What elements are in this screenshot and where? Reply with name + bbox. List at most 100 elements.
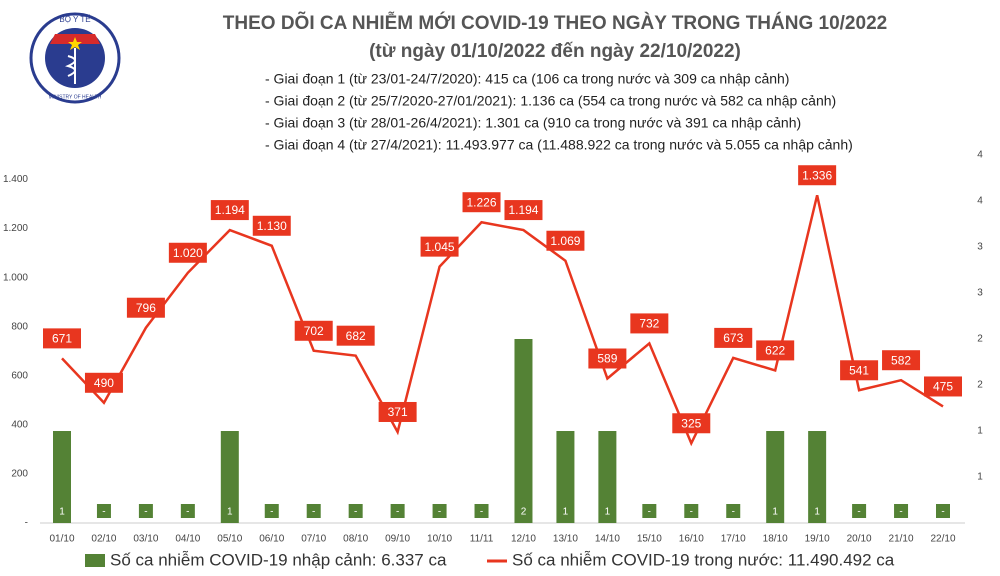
- line-value-label: 325: [681, 416, 701, 430]
- y2-tick-label: 4: [977, 196, 983, 207]
- y-tick-label: 800: [11, 321, 28, 332]
- bar-value-label: 1: [605, 507, 611, 518]
- line-value-label: 1.226: [467, 195, 497, 209]
- y-tick-label: 200: [11, 469, 28, 480]
- x-tick-label: 18/10: [763, 534, 788, 545]
- bar-label-bg: [936, 504, 950, 518]
- bar-label-bg: [138, 504, 153, 518]
- x-tick-label: 15/10: [637, 534, 662, 545]
- bar-value-label: 1: [227, 507, 233, 518]
- bar-label-bg: [432, 504, 447, 518]
- line-value-label: 490: [94, 376, 114, 390]
- bar-value-label: -: [648, 507, 651, 518]
- bar-value-label: -: [480, 507, 483, 518]
- logo: BỘ Y TẾ MINISTRY OF HEALTH: [29, 12, 121, 104]
- y2-tick-label: 3: [977, 242, 983, 253]
- line-label-bg: [378, 401, 417, 422]
- x-tick-label: 16/10: [679, 534, 704, 545]
- note: - Giai đoạn 3 (từ 28/01-26/4/2021): 1.30…: [265, 115, 801, 131]
- bar-label-bg: [516, 504, 531, 518]
- x-tick-label: 22/10: [930, 534, 955, 545]
- bar-label-bg: [852, 504, 867, 518]
- subtitle: (từ ngày 01/10/2022 đến ngày 22/10/2022): [369, 41, 741, 62]
- logo-bottom: MINISTRY OF HEALTH: [49, 94, 102, 100]
- legend-swatch: [85, 554, 105, 567]
- bar-value-label: 1: [59, 507, 65, 518]
- x-tick-label: 19/10: [805, 534, 830, 545]
- x-tick-label: 10/10: [427, 534, 452, 545]
- bar-value-label: -: [899, 507, 902, 518]
- bar-label-bg: [894, 504, 909, 518]
- y-tick-label: 1.200: [3, 223, 28, 234]
- line-value-label: 589: [597, 352, 617, 366]
- bar-label-bg: [390, 504, 405, 518]
- x-tick-label: 17/10: [721, 534, 746, 545]
- line-value-label: 1.045: [425, 240, 455, 254]
- bar-value-label: 2: [521, 507, 527, 518]
- line-value-label: 582: [891, 353, 911, 367]
- bar-value-label: -: [690, 507, 693, 518]
- bar: [766, 431, 785, 523]
- bar-value-label: -: [102, 507, 105, 518]
- line-value-label: 732: [639, 317, 659, 331]
- bar: [220, 431, 239, 523]
- bar-label-bg: [96, 504, 111, 518]
- bar-label-bg: [222, 504, 237, 518]
- bar: [514, 339, 533, 523]
- line-value-label: 371: [388, 405, 408, 419]
- line-label-bg: [840, 360, 879, 381]
- line-value-label: 1.194: [508, 203, 538, 217]
- bar-label-bg: [474, 504, 489, 518]
- bar-label-bg: [600, 504, 615, 518]
- x-tick-label: 01/10: [49, 534, 74, 545]
- x-tick-label: 05/10: [217, 534, 242, 545]
- bar-label-bg: [768, 504, 783, 518]
- bar-label-bg: [642, 504, 657, 518]
- line-value-label: 1.069: [550, 234, 580, 248]
- line: [61, 194, 944, 447]
- line-value-label: 1.130: [257, 219, 287, 233]
- line-label-bg: [546, 230, 585, 251]
- x-tick-label: 21/10: [889, 534, 914, 545]
- bar-value-label: -: [396, 507, 399, 518]
- bar-value-label: -: [270, 507, 273, 518]
- line-value-label: 671: [52, 332, 72, 346]
- line-label-bg: [462, 192, 501, 213]
- line-label-bg: [882, 350, 921, 371]
- bar-label-bg: [180, 504, 195, 518]
- bar-value-label: -: [438, 507, 441, 518]
- line-label-bg: [588, 348, 627, 369]
- bar-value-label: -: [186, 507, 189, 518]
- line-label-bg: [672, 413, 711, 434]
- bar: [556, 431, 575, 523]
- x-tick-label: 14/10: [595, 534, 620, 545]
- bar-value-label: 1: [563, 507, 569, 518]
- y2-tick-label: 1: [977, 426, 983, 437]
- line-value-label: 475: [933, 380, 953, 394]
- x-tick-label: 12/10: [511, 534, 536, 545]
- x-tick-label: 03/10: [133, 534, 158, 545]
- bar-value-label: -: [732, 507, 735, 518]
- x-tick-label: 13/10: [553, 534, 578, 545]
- line-label-bg: [210, 200, 249, 221]
- line-value-label: 622: [765, 344, 785, 358]
- y-tick-label: -: [25, 518, 28, 529]
- y-tick-label: 1.000: [3, 272, 28, 283]
- legend-label: Số ca nhiễm COVID-19 trong nước: 11.490.…: [512, 550, 895, 569]
- line-label-bg: [84, 372, 123, 393]
- y-tick-label: 600: [11, 370, 28, 381]
- line-label-bg: [294, 320, 333, 341]
- bar-value-label: -: [857, 507, 860, 518]
- bar-label-bg: [264, 504, 279, 518]
- y2-tick-label: 2: [977, 380, 983, 391]
- line-label-bg: [336, 325, 375, 346]
- bar: [53, 431, 71, 523]
- x-tick-label: 20/10: [847, 534, 872, 545]
- bar-label-bg: [348, 504, 363, 518]
- line-value-label: 1.194: [215, 203, 245, 217]
- line-label-bg: [126, 297, 165, 318]
- note: - Giai đoạn 2 (từ 25/7/2020-27/01/2021):…: [265, 93, 836, 109]
- bar-value-label: -: [354, 507, 357, 518]
- legend-label: Số ca nhiễm COVID-19 nhập cảnh: 6.337 ca: [110, 550, 447, 569]
